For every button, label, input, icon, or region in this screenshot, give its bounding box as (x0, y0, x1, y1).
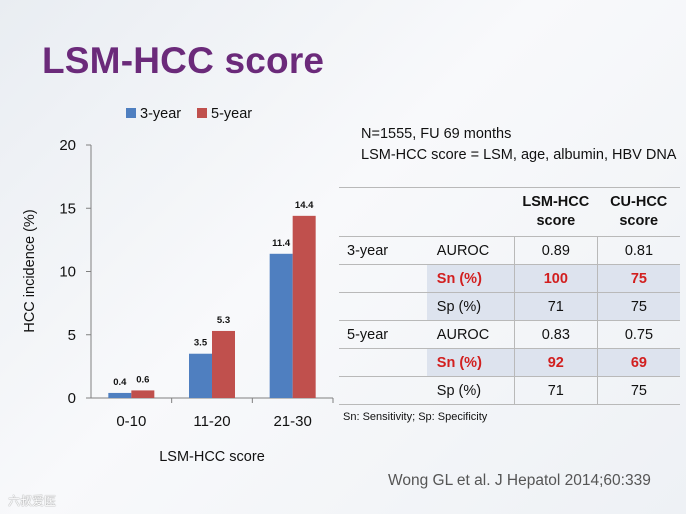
cell-period (339, 377, 427, 405)
cell-cu-hcc: 0.75 (624, 326, 654, 343)
x-tick-label: 11-20 (193, 413, 230, 430)
cell-metric: AUROC (436, 242, 490, 259)
performance-table: LSM-HCC score CU-HCC score 3-year AUROC 0.… (339, 187, 680, 405)
x-tick-label: 21-30 (273, 413, 311, 430)
cell-lsm-hcc: 92 (513, 348, 598, 377)
cell-cu-hcc: 75 (597, 292, 680, 321)
cell-cu-hcc: 75 (597, 264, 680, 293)
study-info-line-1: N=1555, FU 69 months (361, 126, 512, 142)
x-axis-title: LSM-HCC score (159, 449, 265, 465)
table-row: Sn (%) 92 69 (339, 348, 680, 377)
bar-3-year-0-10 (108, 392, 132, 398)
table-row: 3-year AUROC 0.89 0.81 (339, 236, 680, 265)
cell-lsm-hcc: 100 (513, 264, 598, 293)
cell-metric: Sn (%) (426, 348, 515, 377)
y-tick-label: 20 (59, 137, 76, 154)
cell-cu-hcc: 0.81 (624, 242, 654, 259)
table-row: 5-year AUROC 0.83 0.75 (339, 320, 680, 349)
bar-5-year-11-20 (212, 330, 235, 398)
table-row: Sp (%) 71 75 (339, 376, 680, 405)
cell-period (339, 265, 427, 293)
header-lsm-hcc-line-2: score (536, 213, 576, 229)
header-period (339, 188, 427, 237)
bar-5-year-0-10 (131, 390, 155, 398)
data-label: 0.6 (136, 374, 149, 385)
y-tick-label: 5 (68, 327, 76, 344)
slide-title: LSM-HCC score (42, 40, 325, 81)
study-info: N=1555, FU 69 months LSM-HCC score = LSM… (361, 124, 676, 166)
bar-5-year-21-30 (292, 215, 316, 398)
y-tick-label: 10 (59, 264, 76, 281)
data-label: 3.5 (194, 338, 208, 349)
legend-swatch-5-year (197, 108, 207, 118)
cell-period: 5-year (347, 326, 389, 343)
cell-period (339, 349, 427, 377)
footnote: Sn: Sensitivity; Sp: Specificity (343, 411, 488, 423)
legend-label: 3-year (140, 106, 181, 122)
y-axis-title: HCC incidence (%) (22, 209, 38, 332)
header-metric (427, 188, 514, 237)
legend-label: 5-year (211, 106, 252, 122)
table-row: Sn (%) 100 75 (339, 264, 680, 293)
cell-lsm-hcc: 71 (513, 292, 598, 321)
cell-cu-hcc: 75 (630, 382, 647, 399)
data-label: 5.3 (217, 315, 230, 326)
cell-period (339, 293, 427, 321)
header-lsm-hcc-line-1: LSM-HCC (522, 194, 590, 210)
header-lsm-hcc: LSM-HCC score (514, 188, 597, 237)
cell-period: 3-year (347, 242, 389, 259)
data-label: 14.4 (295, 200, 314, 211)
x-tick-label: 0-10 (116, 413, 146, 430)
watermark: 六叔爱医 (8, 494, 57, 508)
header-cu-hcc-line-2: score (619, 213, 659, 229)
cell-metric: Sp (%) (426, 292, 515, 321)
y-tick-label: 0 (68, 390, 76, 407)
bar-3-year-21-30 (269, 253, 293, 398)
cell-lsm-hcc: 71 (513, 376, 598, 405)
legend-swatch-3-year (126, 108, 136, 118)
table-row: Sp (%) 71 75 (339, 292, 680, 321)
bar-chart: 0 5 10 15 20 HCC incidence (%) 0.4 0.6 0-10 3.5 5.… (22, 106, 334, 465)
citation: Wong GL et al. J Hepatol 2014;60:339 (388, 472, 651, 489)
cell-metric: Sn (%) (426, 264, 515, 293)
table-header-row: LSM-HCC score CU-HCC score (339, 187, 680, 237)
cell-lsm-hcc: 0.89 (513, 236, 598, 265)
data-label: 11.4 (272, 238, 291, 249)
cell-lsm-hcc: 0.83 (513, 320, 598, 349)
bar-3-year-11-20 (189, 353, 212, 398)
cell-metric: AUROC (436, 326, 490, 343)
study-info-line-2: LSM-HCC score = LSM, age, albumin, HBV D… (361, 147, 677, 163)
y-tick-label: 15 (59, 200, 76, 217)
cell-metric: Sp (%) (436, 382, 482, 399)
data-label: 0.4 (113, 377, 127, 388)
header-cu-hcc-line-1: CU-HCC (610, 194, 668, 210)
cell-cu-hcc: 69 (597, 348, 680, 377)
header-cu-hcc: CU-HCC score (597, 188, 680, 237)
